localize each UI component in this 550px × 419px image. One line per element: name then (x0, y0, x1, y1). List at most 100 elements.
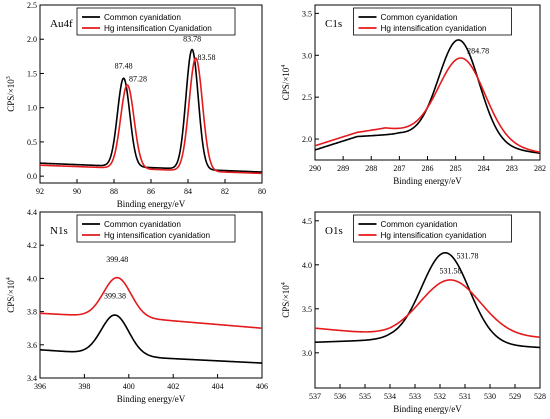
x-tick-label: 283 (506, 164, 518, 173)
y-axis-title: CPS/×103 (6, 76, 16, 112)
x-tick-label: 404 (212, 382, 224, 391)
y-axis-title-exponent: 4 (281, 282, 287, 285)
peak-annotation: 399.38 (104, 291, 126, 300)
x-tick-label: 535 (359, 392, 371, 401)
x-axis-title: Binding energy/eV (117, 394, 186, 404)
series-line-common (314, 251, 541, 349)
peak-annotation: 83.78 (183, 34, 201, 43)
peak-annotation: 284.78 (467, 47, 489, 56)
y-tick-label: 3.0 (302, 349, 312, 358)
y-tick-label: 3.0 (302, 51, 312, 60)
legend-box (76, 7, 236, 36)
x-tick-label: 406 (256, 382, 268, 391)
y-tick-label: 3.8 (27, 308, 37, 317)
legend-label-common: Common cyanidation (381, 13, 458, 22)
plot-frame (314, 211, 541, 389)
plot-frame (39, 211, 263, 379)
chart-panel-o1s: 537 536 535 534 533 532 531 530 529 528 3.0 3.5 4.0 4… (281, 211, 546, 414)
x-tick-label: 90 (73, 187, 81, 196)
y-axis-title-main: CPS/×10 (281, 285, 291, 318)
legend-label-common: Common cyanidation (104, 13, 181, 22)
y-axis-title: CPS/×104 (281, 65, 291, 101)
x-axis-title: Binding energy/eV (117, 199, 186, 209)
chart-panel-c1s: 290 289 288 287 286 285 284 283 282 2.0 2.5 3.0 3.5 B… (281, 4, 546, 186)
series-line-hg (314, 279, 541, 338)
x-tick-label: 290 (309, 164, 321, 173)
x-axis-title: Binding energy/eV (393, 404, 462, 414)
y-axis-title-main: CPS/×10 (281, 67, 291, 100)
y-axis-title: CPS/×104 (281, 282, 291, 318)
series-line-common (314, 39, 541, 155)
x-tick-label: 287 (393, 164, 405, 173)
y-tick-label: 3.5 (302, 9, 312, 18)
chart-legend: Common cyanidation Hg intensification cya… (353, 214, 512, 243)
y-tick-label: 2.5 (27, 1, 37, 10)
y-axis-title-exponent: 3 (6, 76, 12, 79)
x-tick-label: 285 (450, 164, 462, 173)
y-tick-label: 2.0 (302, 135, 312, 144)
series-line-hg (314, 57, 541, 153)
y-tick-label: 2.5 (302, 93, 312, 102)
x-tick-label: 529 (509, 392, 521, 401)
y-tick-label: 2.0 (27, 35, 37, 44)
legend-box (353, 7, 512, 36)
legend-box (76, 214, 236, 243)
legend-label-hg: Hg intensification cyanidation (104, 231, 210, 240)
peak-annotation: 87.28 (129, 75, 147, 84)
x-tick-label: 537 (309, 392, 321, 401)
series-line-common (39, 48, 263, 173)
panel-label: O1s (325, 225, 343, 237)
x-tick-label: 536 (334, 392, 346, 401)
series-line-hg (39, 276, 263, 329)
x-tick-label: 282 (534, 164, 546, 173)
x-tick-label: 531 (459, 392, 471, 401)
chart-legend: Common cyanidation Hg intensification cya… (76, 214, 236, 243)
y-tick-label: 3.4 (27, 374, 37, 383)
y-tick-label: 3.6 (27, 341, 37, 350)
legend-label-hg: Hg intensification cyanidation (381, 24, 487, 33)
x-tick-label: 398 (78, 382, 90, 391)
x-tick-label: 284 (478, 164, 490, 173)
x-tick-label: 396 (34, 382, 46, 391)
x-tick-label: 288 (365, 164, 377, 173)
y-tick-label: 0.5 (27, 138, 37, 147)
chart-legend: Common cyanidation Hg intensification Cya… (76, 7, 236, 36)
y-axis-title-main: CPS/×10 (6, 280, 16, 313)
y-tick-label: 3.5 (302, 305, 312, 314)
peak-annotation: 83.58 (198, 53, 216, 62)
peak-annotation: 399.48 (106, 255, 128, 264)
y-axis-title-main: CPS/×10 (6, 79, 16, 112)
x-tick-label: 530 (484, 392, 496, 401)
legend-box (353, 214, 512, 243)
x-tick-label: 533 (409, 392, 421, 401)
y-tick-label: 4.4 (27, 208, 37, 217)
y-tick-label: 1.0 (27, 104, 37, 113)
y-tick-label: 1.5 (27, 69, 37, 78)
x-tick-label: 82 (221, 187, 229, 196)
x-tick-label: 528 (534, 392, 546, 401)
x-tick-label: 402 (167, 382, 179, 391)
x-tick-label: 289 (337, 164, 349, 173)
peak-annotation: 531.58 (440, 267, 462, 276)
peak-annotation: 531.78 (457, 252, 479, 261)
legend-label-common: Common cyanidation (381, 220, 458, 229)
x-tick-label: 286 (422, 164, 434, 173)
legend-label-common: Common cyanidation (104, 220, 181, 229)
x-tick-label: 534 (384, 392, 396, 401)
panel-label: C1s (325, 18, 342, 30)
x-tick-label: 400 (123, 382, 135, 391)
x-tick-label: 86 (147, 187, 155, 196)
x-axis-title: Binding energy/eV (393, 176, 462, 186)
y-tick-label: 4.5 (302, 217, 312, 226)
x-tick-label: 88 (110, 187, 118, 196)
y-axis-title: CPS/×104 (6, 277, 16, 313)
chart-legend: Common cyanidation Hg intensification cya… (353, 7, 512, 36)
panel-label: N1s (50, 225, 68, 237)
y-axis-title-exponent: 4 (281, 65, 287, 68)
y-tick-label: 4.2 (27, 241, 37, 250)
series-line-hg (39, 57, 263, 175)
x-tick-label: 80 (258, 187, 266, 196)
y-tick-label: 4.0 (27, 274, 37, 283)
y-tick-label: 4.0 (302, 261, 312, 270)
